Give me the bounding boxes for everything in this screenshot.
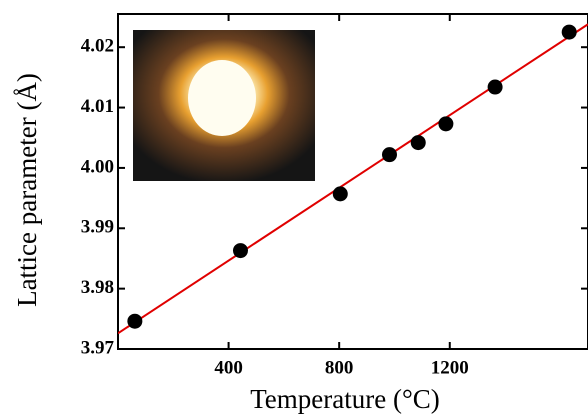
inset-glow xyxy=(188,60,256,136)
data-point xyxy=(410,135,426,151)
fit-line xyxy=(118,23,588,335)
plot-frame xyxy=(117,13,588,350)
data-point xyxy=(438,116,454,132)
y-tick-label: 4.02 xyxy=(81,36,114,57)
y-tick-label: 4.00 xyxy=(81,156,114,177)
data-point xyxy=(487,79,503,95)
x-tick-label: 1200 xyxy=(431,357,469,378)
y-tick-label: 4.01 xyxy=(81,96,114,117)
y-tick-label: 3.97 xyxy=(81,337,115,358)
data-point xyxy=(561,24,577,40)
data-point xyxy=(232,243,248,259)
data-point xyxy=(332,186,348,202)
x-tick-label: 400 xyxy=(214,357,243,378)
x-axis-title: Temperature (°C) xyxy=(250,384,440,414)
data-point xyxy=(127,313,143,329)
y-tick-label: 3.98 xyxy=(81,277,114,298)
y-axis-title: Lattice parameter (Å) xyxy=(12,73,42,307)
data-point xyxy=(381,147,397,163)
y-tick-label: 3.99 xyxy=(81,217,114,238)
x-tick-label: 800 xyxy=(325,357,354,378)
